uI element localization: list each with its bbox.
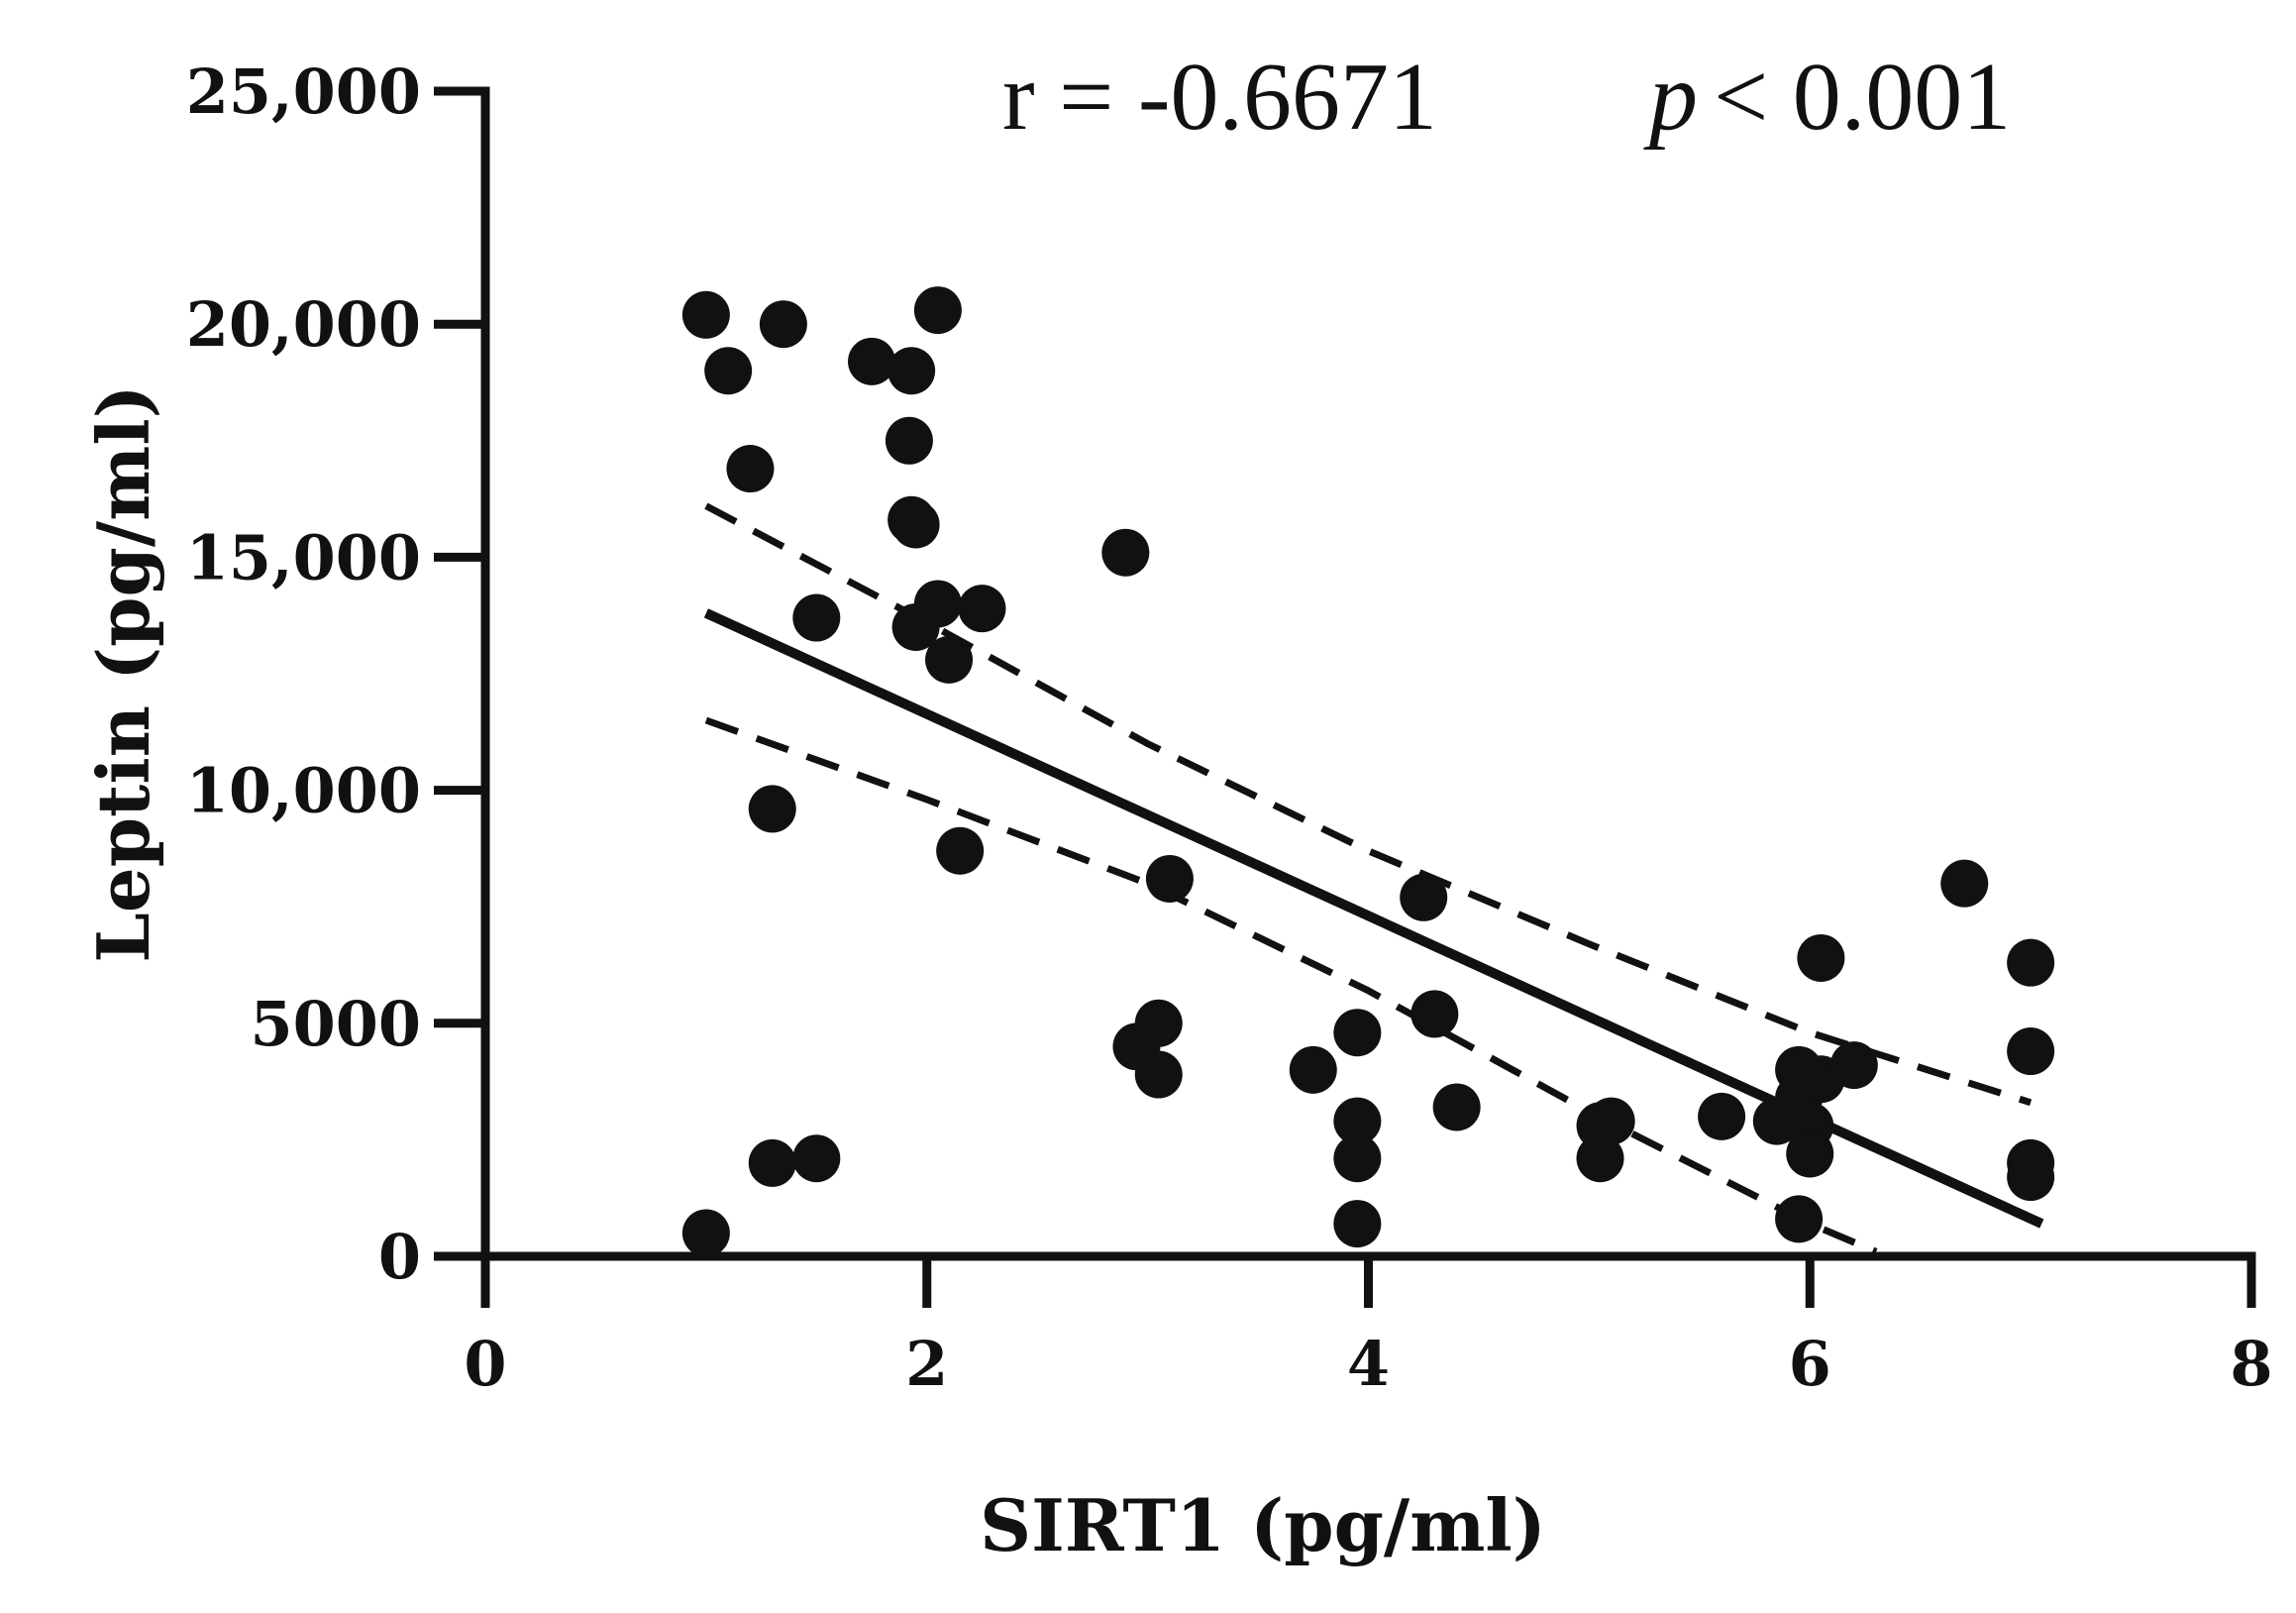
- data-point: [1797, 933, 1845, 982]
- x-tick-label: 8: [2230, 1328, 2272, 1400]
- data-point: [1410, 990, 1459, 1038]
- data-point: [681, 1209, 730, 1257]
- data-point: [748, 785, 796, 833]
- x-tick-label: 4: [1347, 1328, 1390, 1400]
- data-point: [726, 445, 775, 493]
- data-point: [1786, 1129, 1834, 1178]
- lower-confidence-line: [704, 716, 1878, 1255]
- data-point: [1587, 1097, 1635, 1145]
- x-tick-label: 6: [1789, 1328, 1831, 1400]
- x-axis-title: SIRT1 (pg/ml): [980, 1483, 1546, 1567]
- data-point: [1775, 1195, 1824, 1243]
- y-tick-label: 5000: [250, 988, 421, 1060]
- y-tick-label: 0: [378, 1221, 421, 1293]
- p-value-text: < 0.001: [1714, 44, 2011, 151]
- data-point: [887, 347, 936, 395]
- data-point: [792, 1134, 841, 1183]
- y-tick-label: 25,000: [186, 55, 421, 128]
- data-point: [1101, 528, 1150, 577]
- data-point: [1576, 1134, 1624, 1183]
- data-point: [1698, 1092, 1746, 1140]
- x-tick-label: 0: [464, 1328, 506, 1400]
- data-point: [925, 635, 974, 684]
- data-point: [891, 602, 940, 651]
- data-point: [704, 347, 753, 395]
- data-point: [2007, 938, 2055, 987]
- data-point: [1134, 1050, 1183, 1099]
- data-point: [891, 500, 940, 549]
- data-point: [1940, 859, 1989, 908]
- y-axis-title: Leptin (pg/ml): [81, 384, 165, 962]
- data-point: [2007, 1153, 2055, 1202]
- y-tick-label: 15,000: [186, 521, 421, 593]
- data-point: [1432, 1083, 1481, 1131]
- data-point: [2007, 1027, 2055, 1076]
- data-point: [1333, 1200, 1382, 1248]
- y-tick-label: 20,000: [186, 288, 421, 361]
- data-point: [1400, 873, 1448, 921]
- data-point: [885, 416, 933, 465]
- data-point: [1333, 1097, 1382, 1145]
- data-point: [792, 593, 841, 642]
- data-point: [681, 290, 730, 339]
- data-point: [848, 337, 896, 385]
- data-point: [1333, 1009, 1382, 1057]
- data-point: [1333, 1134, 1382, 1183]
- data-point: [1829, 1041, 1878, 1090]
- data-point: [1134, 999, 1183, 1047]
- y-tick-label: 10,000: [186, 755, 421, 827]
- x-ticks-layer: 0 2 4 6 8: [464, 1256, 2273, 1400]
- data-point: [759, 300, 807, 349]
- y-ticks-layer: 0 5000 10,000 15,000 20,000 25,000: [186, 55, 485, 1293]
- data-point: [1145, 854, 1194, 903]
- data-point: [958, 585, 1006, 633]
- data-point: [913, 286, 962, 335]
- data-point: [748, 1138, 796, 1187]
- axes-layer: [480, 86, 2256, 1261]
- data-point: [1289, 1045, 1337, 1094]
- correlation-r: r = -0.6671: [1002, 44, 1437, 151]
- data-point: [936, 826, 985, 875]
- p-value-symbol: p: [1643, 44, 1698, 151]
- data-points-layer: [681, 286, 2055, 1257]
- x-tick-label: 2: [905, 1328, 948, 1400]
